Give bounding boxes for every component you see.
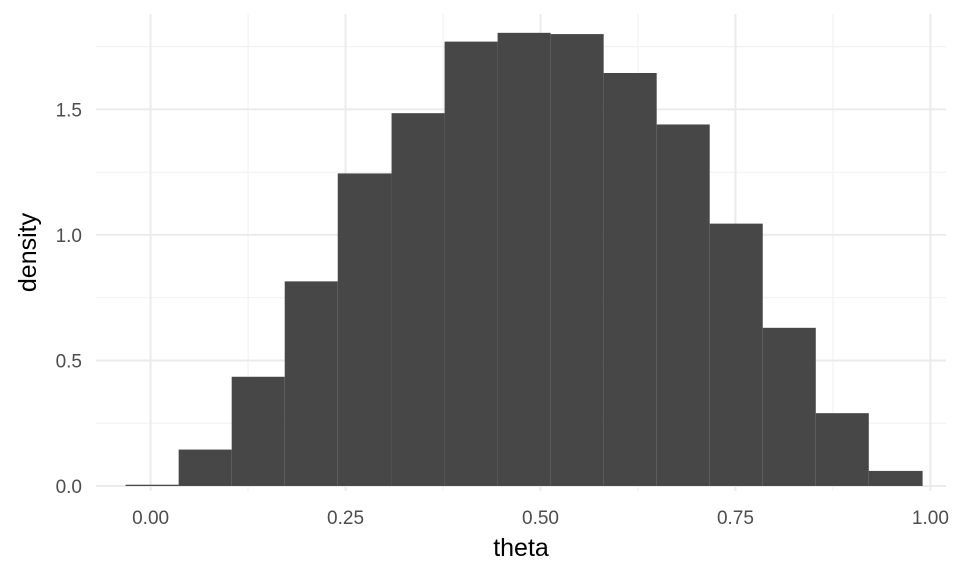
x-tick-label: 0.75 <box>717 508 754 529</box>
y-tick-label: 1.0 <box>56 226 82 247</box>
y-tick-label: 0.0 <box>56 477 82 498</box>
histogram-bar <box>284 281 338 486</box>
histogram-bar <box>868 470 923 486</box>
histogram-bar <box>709 223 763 486</box>
histogram-bar <box>656 124 710 486</box>
histogram-bar <box>337 173 392 486</box>
x-tick-label: 1.00 <box>912 508 949 529</box>
x-tick-label: 0.00 <box>132 508 169 529</box>
x-tick-label: 0.50 <box>522 508 559 529</box>
histogram-bar <box>497 32 551 486</box>
y-tick-label: 1.5 <box>56 100 82 121</box>
histogram-bar <box>178 449 232 486</box>
histogram-bar <box>815 413 869 486</box>
x-axis-tick-labels: 0.00 0.25 0.50 0.75 1.00 <box>132 508 949 529</box>
y-axis-title: density <box>14 212 42 292</box>
y-tick-label: 0.5 <box>56 351 82 372</box>
histogram-bar <box>762 327 816 486</box>
histogram-bar <box>231 376 285 486</box>
histogram-bar <box>391 113 445 486</box>
y-axis-tick-labels: 0.0 0.5 1.0 1.5 <box>56 100 82 498</box>
histogram-bar <box>444 41 498 486</box>
x-axis-title: theta <box>493 534 549 562</box>
histogram-bar <box>603 72 657 486</box>
x-tick-label: 0.25 <box>327 508 364 529</box>
histogram-bars <box>125 32 923 486</box>
histogram-bar <box>550 34 604 486</box>
histogram-bar <box>125 484 179 486</box>
